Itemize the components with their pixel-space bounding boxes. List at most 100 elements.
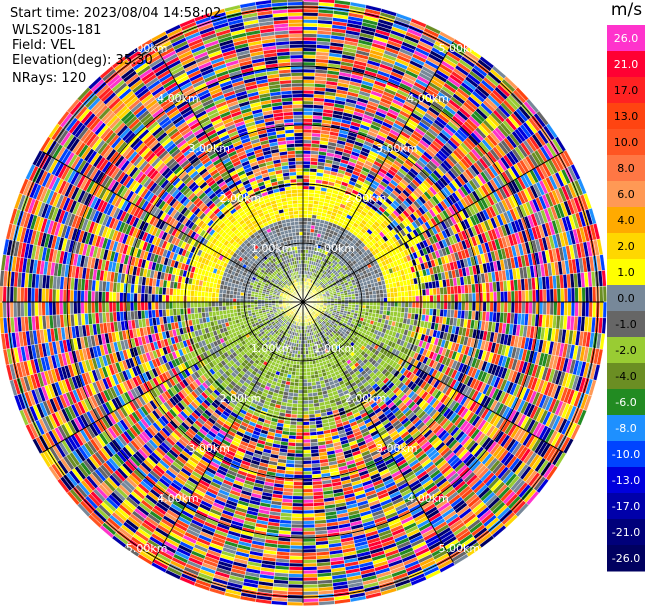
velocity-gate: [443, 301, 448, 310]
velocity-gate: [307, 399, 314, 405]
velocity-gate: [387, 301, 392, 307]
velocity-gate: [542, 288, 547, 303]
velocity-gate: [302, 12, 319, 17]
velocity-gate: [379, 293, 384, 299]
velocity-gate: [302, 54, 317, 59]
velocity-gate: [549, 301, 555, 316]
velocity-gate: [302, 128, 313, 134]
velocity-gate: [493, 291, 498, 303]
velocity-gate: [553, 288, 558, 303]
velocity-gate: [394, 301, 399, 308]
velocity-gate: [372, 301, 378, 307]
velocity-gate: [546, 288, 551, 303]
velocity-gate: [307, 396, 314, 401]
velocity-gate: [570, 301, 576, 317]
velocity-gate: [471, 292, 477, 303]
velocity-gate: [354, 295, 360, 300]
velocity-gate: [528, 301, 533, 315]
velocity-gate: [404, 301, 409, 308]
velocity-gate: [450, 301, 455, 311]
velocity-gate: [457, 301, 462, 311]
velocity-gate: [496, 291, 501, 303]
velocity-gate: [464, 293, 470, 303]
velocity-gate: [308, 360, 314, 366]
velocity-gate: [305, 353, 310, 359]
velocity-gate: [305, 346, 309, 352]
velocity-gate: [307, 206, 314, 212]
velocity-gate: [302, 93, 315, 98]
velocity-gate: [307, 385, 313, 391]
velocity-gate: [302, 238, 307, 243]
velocity-gate: [302, 15, 319, 21]
velocity-gate: [574, 301, 579, 317]
velocity-gate: [383, 301, 388, 307]
velocity-gate: [376, 293, 381, 299]
velocity-gate: [454, 301, 459, 311]
velocity-gate: [592, 286, 597, 303]
velocity-gate: [302, 189, 310, 194]
velocity-gate: [372, 297, 378, 303]
velocity-gate: [302, 199, 309, 204]
velocity-gate: [560, 301, 565, 316]
velocity-gate: [411, 289, 416, 297]
velocity-gate: [408, 296, 413, 303]
velocity-gate: [415, 301, 420, 309]
velocity-gate: [432, 301, 438, 310]
velocity-gate: [485, 291, 491, 303]
velocity-gate: [306, 217, 313, 222]
velocity-gate: [305, 361, 310, 366]
velocity-gate: [376, 305, 381, 311]
velocity-gate: [560, 288, 565, 303]
velocity-gate: [302, 58, 317, 63]
velocity-gate: [302, 224, 308, 229]
velocity-gate: [411, 301, 416, 309]
velocity-gate: [393, 291, 399, 298]
velocity-gate: [302, 235, 307, 240]
velocity-gate: [302, 40, 317, 45]
velocity-gate: [447, 293, 452, 303]
velocity-gate: [387, 297, 392, 303]
velocity-gate: [302, 143, 312, 148]
velocity-gate: [307, 389, 313, 394]
velocity-gate: [440, 301, 445, 310]
velocity-gate: [302, 174, 310, 180]
velocity-gate: [362, 295, 367, 300]
velocity-gate: [415, 295, 420, 303]
velocity-gate: [302, 97, 314, 102]
velocity-gate: [549, 288, 555, 303]
velocity-gate: [531, 289, 537, 303]
velocity-gate: [390, 292, 395, 298]
velocity-gate: [397, 301, 402, 308]
velocity-gate: [302, 164, 311, 169]
velocity-gate: [302, 22, 318, 28]
velocity-gate: [302, 132, 313, 137]
velocity-gate: [302, 125, 313, 130]
velocity-gate: [567, 301, 572, 317]
velocity-gate: [510, 290, 516, 303]
velocity-gate: [307, 210, 313, 215]
velocity-gate: [517, 290, 523, 303]
velocity-gate: [302, 104, 314, 109]
velocity-gate: [351, 296, 356, 300]
velocity-gate: [432, 294, 438, 303]
velocity-gate: [542, 301, 547, 316]
velocity-gate: [393, 306, 399, 313]
velocity-gate: [302, 217, 308, 222]
velocity-gate: [302, 171, 311, 176]
velocity-gate: [307, 213, 313, 219]
velocity-gate: [408, 301, 413, 308]
velocity-gate: [361, 291, 367, 297]
velocity-gate: [306, 382, 313, 387]
velocity-gate: [553, 301, 558, 316]
velocity-gate: [397, 306, 402, 313]
velocity-gate: [407, 307, 413, 314]
velocity-gate: [307, 203, 314, 208]
velocity-gate: [302, 50, 317, 56]
velocity-gate: [365, 305, 370, 310]
velocity-gate: [302, 167, 311, 173]
velocity-gate: [390, 296, 395, 303]
velocity-gate: [302, 227, 308, 233]
velocity-gate: [302, 36, 318, 42]
velocity-gate: [306, 368, 311, 373]
